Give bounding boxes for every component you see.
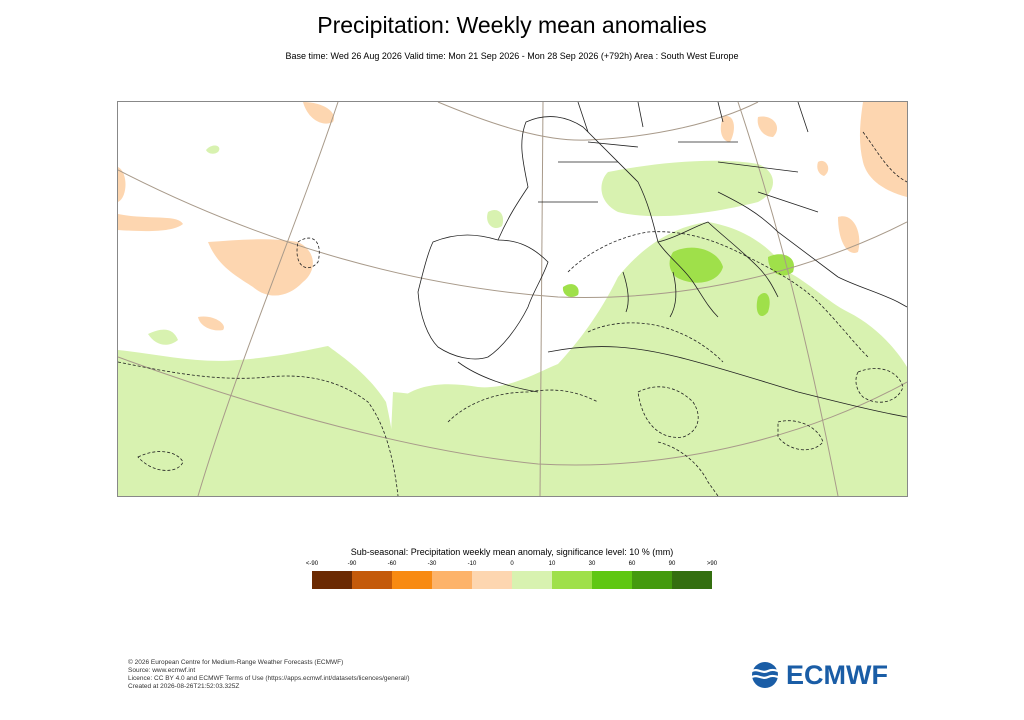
- legend-tick: 0: [510, 561, 514, 567]
- map-canvas: [118, 102, 907, 496]
- coastlines: [417, 102, 907, 418]
- legend-swatch: [392, 571, 432, 589]
- ecmwf-globe-icon: [751, 662, 781, 688]
- significance-contours: [118, 131, 907, 496]
- copyright-footer: © 2026 European Centre for Medium-Range …: [128, 659, 410, 691]
- map-subtitle: Base time: Wed 26 Aug 2026 Valid time: M…: [285, 51, 739, 61]
- legend-tick: -30: [427, 561, 437, 567]
- licence-line: Licence: CC BY 4.0 and ECMWF Terms of Us…: [128, 675, 410, 682]
- legend-swatch: [592, 571, 632, 589]
- legend-swatch: [472, 571, 512, 589]
- legend-swatch: [672, 571, 712, 589]
- legend-swatch: [432, 571, 472, 589]
- legend-swatch: [352, 571, 392, 589]
- graticule: [118, 102, 907, 496]
- legend-swatch: [312, 571, 352, 589]
- anomaly-map[interactable]: [117, 101, 908, 497]
- legend-swatch: [512, 571, 552, 589]
- negative-anomaly-areas: [118, 102, 907, 331]
- legend-tick: 10: [548, 561, 556, 567]
- legend-title: Sub-seasonal: Precipitation weekly mean …: [350, 547, 674, 557]
- legend-tick: -90: [347, 561, 357, 567]
- created-line: Created at 2026-08-26T21:52:03.325Z: [128, 683, 240, 690]
- logo-text: ECMWF: [786, 660, 888, 690]
- source-line: Source: www.ecmwf.int: [128, 667, 196, 674]
- copyright-line: © 2026 European Centre for Medium-Range …: [128, 659, 344, 666]
- ecmwf-logo: ECMWF: [748, 660, 900, 690]
- positive-anomaly-areas: [118, 145, 907, 496]
- legend-tick: >90: [706, 561, 718, 567]
- legend-tick: <-90: [305, 561, 319, 567]
- legend-tick: -60: [387, 561, 397, 567]
- legend-tick: 60: [628, 561, 636, 567]
- map-title: Precipitation: Weekly mean anomalies: [317, 12, 707, 38]
- legend-tick: 90: [668, 561, 676, 567]
- legend-tick: -10: [467, 561, 477, 567]
- color-legend-bar: [312, 571, 712, 589]
- legend-tick: 30: [588, 561, 596, 567]
- legend-swatch: [632, 571, 672, 589]
- legend-swatch: [552, 571, 592, 589]
- legend-tick-labels: <-90 -90 -60 -30 -10 0 10 30 60 90 >90: [306, 561, 717, 571]
